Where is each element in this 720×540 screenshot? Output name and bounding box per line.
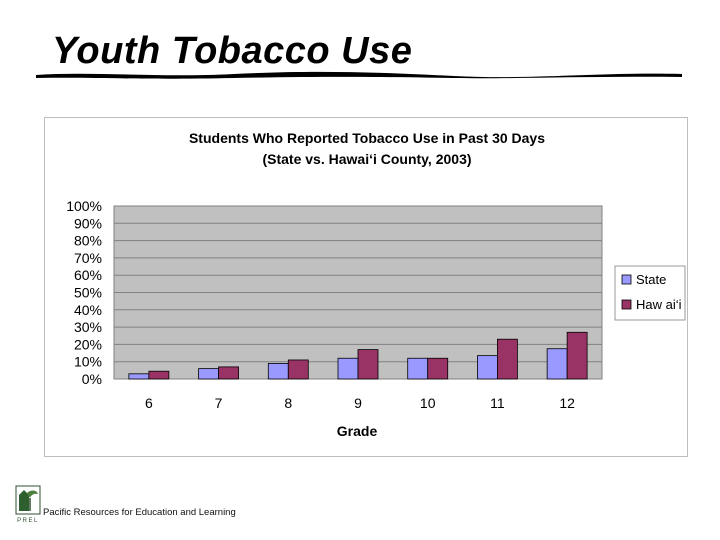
y-tick-label: 100% [66,198,102,214]
y-tick-label: 30% [74,319,102,335]
bar-state-grade-6 [128,373,150,380]
y-tick-label: 50% [74,285,102,301]
chart-subtitle: (State vs. Hawai‘i County, 2003) [262,151,471,167]
bar-hawaii-grade-11 [497,338,518,380]
bar-hawaii-grade-6 [148,370,170,380]
bar-hawaii-grade-8 [287,359,309,380]
legend-label-state: State [636,272,666,287]
x-tick-label: 7 [215,395,223,411]
footer-text: Pacific Resources for Education and Lear… [43,507,236,518]
bar-hawaii-grade-12 [566,331,588,380]
y-tick-label: 10% [74,354,102,370]
x-tick-label: 9 [354,395,362,411]
legend-label-hawaii: Haw ai‘i [636,297,682,312]
y-tick-label: 90% [74,215,102,231]
prel-logo: PREL [15,485,41,524]
x-tick-label: 10 [420,395,436,411]
y-tick-label: 60% [74,267,102,283]
bar-hawaii-grade-9 [357,349,379,380]
chart-title: Students Who Reported Tobacco Use in Pas… [189,130,545,146]
x-tick-label: 12 [559,395,575,411]
slide-title: Youth Tobacco Use [52,30,413,72]
bar-state-grade-12 [546,348,568,380]
x-axis-label: Grade [337,423,378,439]
y-tick-label: 80% [74,233,102,249]
bar-state-grade-11 [477,355,498,380]
y-tick-label: 40% [74,302,102,318]
title-underline [36,71,682,79]
legend-swatch-state [621,274,632,285]
bar-state-grade-8 [267,363,289,380]
x-tick-label: 6 [145,395,153,411]
y-tick-label: 0% [82,371,102,387]
bar-state-grade-9 [337,357,359,380]
tobacco-use-chart: Students Who Reported Tobacco Use in Pas… [66,130,686,439]
y-tick-label: 20% [74,336,102,352]
y-tick-label: 70% [74,250,102,266]
legend-swatch-hawaii [621,299,632,310]
bar-state-grade-10 [407,357,429,380]
x-tick-label: 11 [490,395,505,411]
legend: State Haw ai‘i [614,265,686,321]
logo-text: PREL [17,518,39,524]
chart-frame: Students Who Reported Tobacco Use in Pas… [44,117,688,457]
bar-hawaii-grade-7 [218,366,239,380]
x-tick-label: 8 [284,395,292,411]
bar-state-grade-7 [198,368,219,380]
bar-hawaii-grade-10 [427,357,449,380]
